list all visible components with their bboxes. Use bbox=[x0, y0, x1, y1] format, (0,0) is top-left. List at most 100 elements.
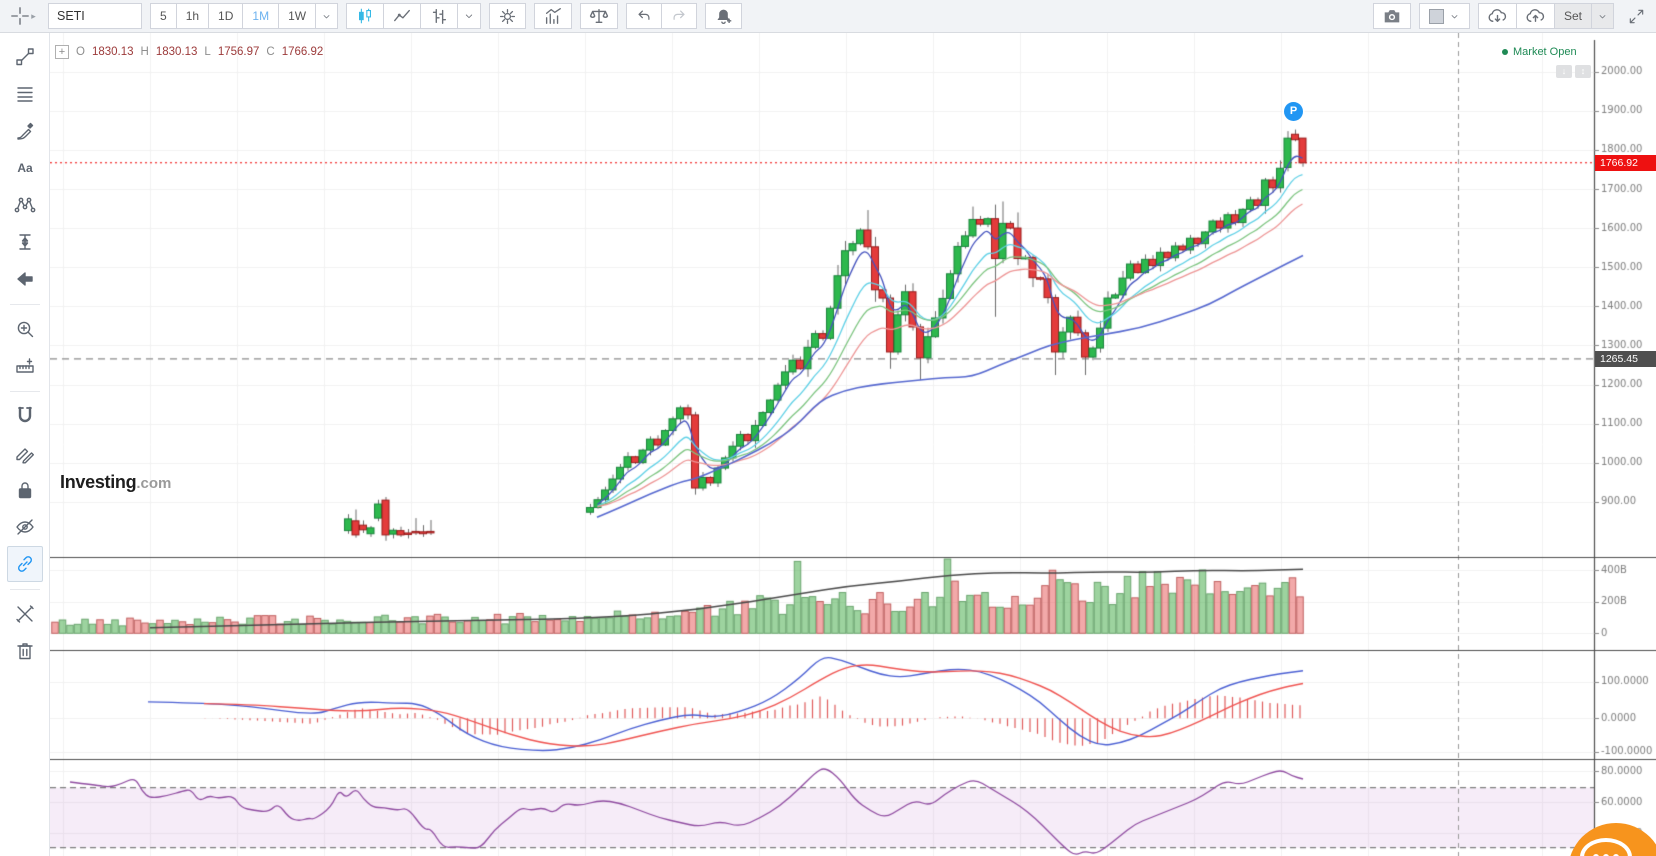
magnet-icon bbox=[17, 406, 32, 423]
trash-icon bbox=[16, 643, 33, 660]
redo-button[interactable] bbox=[662, 3, 698, 29]
timeframe-1M[interactable]: 1M bbox=[243, 3, 280, 29]
timeframe-1D[interactable]: 1D bbox=[209, 3, 244, 29]
gear-icon bbox=[500, 8, 516, 24]
hide-icon bbox=[15, 519, 34, 535]
market-status-label: Market Open bbox=[1513, 46, 1577, 58]
tool-brush-button[interactable] bbox=[7, 113, 43, 149]
measure-icon bbox=[15, 358, 34, 373]
drawings-stack-icon bbox=[15, 448, 34, 464]
legend-expand-icon[interactable]: + bbox=[55, 45, 69, 59]
tool-lock-button[interactable] bbox=[7, 472, 43, 508]
logo-name: Investing bbox=[60, 472, 137, 492]
level-price-label: 1265.45 bbox=[1595, 351, 1656, 367]
trend-line-icon bbox=[15, 48, 34, 66]
legend-o-value: 1830.13 bbox=[91, 46, 134, 58]
indicators-icon bbox=[546, 8, 562, 24]
save-layout-button[interactable] bbox=[1516, 3, 1555, 29]
redo-icon bbox=[673, 10, 685, 20]
chart-type-line-button[interactable] bbox=[384, 3, 422, 29]
theme-swatch-button[interactable] bbox=[1418, 3, 1470, 29]
market-open-dot-icon bbox=[1502, 49, 1508, 55]
crosshair-icon bbox=[11, 7, 30, 25]
tool-arrow-marker-button[interactable] bbox=[7, 261, 43, 297]
chart-type-bars-button[interactable] bbox=[421, 3, 459, 29]
add-alert-button[interactable] bbox=[705, 3, 743, 29]
crosshair-tool-button[interactable]: ▸ bbox=[6, 3, 40, 29]
set-button[interactable]: Set bbox=[1554, 3, 1592, 29]
investing-logo: Investing.com bbox=[60, 472, 171, 493]
color-swatch-icon bbox=[1428, 8, 1444, 24]
price-chart-canvas[interactable] bbox=[50, 33, 1656, 856]
lock-icon bbox=[18, 482, 31, 499]
screenshot-button[interactable] bbox=[1372, 3, 1411, 29]
tool-zoom-in-button[interactable] bbox=[7, 311, 43, 347]
ohlc-bars-icon bbox=[432, 8, 447, 24]
line-chart-icon bbox=[394, 9, 411, 22]
fib-retracement-icon bbox=[16, 87, 33, 102]
tool-measure-button[interactable] bbox=[7, 348, 43, 384]
timeframe-1W[interactable]: 1W bbox=[279, 3, 317, 29]
timeframe-5[interactable]: 5 bbox=[150, 3, 177, 29]
fullscreen-button[interactable] bbox=[1622, 3, 1650, 29]
cloud-upload-icon bbox=[1526, 8, 1545, 22]
brush-icon bbox=[16, 122, 33, 140]
cloud-download-icon bbox=[1488, 8, 1507, 22]
chart-type-candles-button[interactable] bbox=[346, 3, 385, 29]
sidebar-separator bbox=[9, 391, 40, 392]
legend-h-value: 1830.13 bbox=[155, 46, 198, 58]
symbol-value: SETI bbox=[57, 9, 85, 23]
logo-tld: .com bbox=[136, 475, 172, 492]
scales-icon bbox=[589, 8, 609, 24]
tool-trash-button[interactable] bbox=[7, 633, 43, 669]
chevron-down-icon bbox=[323, 14, 330, 18]
compare-button[interactable] bbox=[580, 3, 619, 29]
position-tool-icon bbox=[18, 234, 31, 250]
symbol-input[interactable]: SETI bbox=[48, 3, 142, 29]
timeframe-1h[interactable]: 1h bbox=[176, 3, 210, 29]
tool-fib-retracement-button[interactable] bbox=[7, 76, 43, 112]
auto-scale-button[interactable]: ↕ bbox=[1575, 65, 1591, 78]
chart-area bbox=[50, 33, 1656, 856]
position-marker[interactable]: P bbox=[1284, 102, 1303, 121]
legend-c-label: C bbox=[266, 46, 275, 58]
drawing-tools-sidebar: Aa bbox=[0, 33, 50, 856]
legend-c-value: 1766.92 bbox=[281, 46, 324, 58]
chevron-down-icon bbox=[1451, 14, 1458, 18]
svg-text:Aa: Aa bbox=[17, 161, 33, 175]
tool-drawings-stack-button[interactable] bbox=[7, 435, 43, 471]
tool-tools-button[interactable] bbox=[7, 596, 43, 632]
sidebar-separator bbox=[9, 589, 40, 590]
tool-position-tool-button[interactable] bbox=[7, 224, 43, 260]
last-price-label: 1766.92 bbox=[1595, 155, 1656, 171]
link-icon bbox=[17, 556, 32, 572]
camera-icon bbox=[1384, 10, 1400, 23]
set-dropdown[interactable] bbox=[1592, 3, 1614, 29]
chevron-down-icon bbox=[465, 14, 473, 19]
xabcd-pattern-icon bbox=[14, 197, 35, 213]
text-icon: Aa bbox=[17, 161, 33, 175]
tool-text-button[interactable]: Aa bbox=[7, 150, 43, 186]
chart-type-dropdown[interactable] bbox=[458, 3, 482, 29]
chevron-right-icon[interactable]: ▸ bbox=[31, 10, 36, 21]
chat-bubble-icon bbox=[1580, 838, 1632, 856]
tool-hide-button[interactable] bbox=[7, 509, 43, 545]
legend-l-label: L bbox=[204, 46, 211, 58]
bell-plus-icon bbox=[717, 9, 732, 24]
settings-button[interactable] bbox=[489, 3, 527, 29]
timeframe-dropdown[interactable] bbox=[316, 3, 339, 29]
zoom-in-icon bbox=[17, 321, 33, 338]
load-layout-button[interactable] bbox=[1477, 3, 1517, 29]
candlestick-icon bbox=[359, 8, 372, 24]
scroll-down-button[interactable]: ↓ bbox=[1556, 65, 1572, 78]
tool-link-button[interactable] bbox=[6, 546, 43, 582]
undo-button[interactable] bbox=[626, 3, 663, 29]
tools-icon bbox=[15, 605, 34, 623]
tool-xabcd-pattern-button[interactable] bbox=[7, 187, 43, 223]
ohlc-legend: + O 1830.13 H 1830.13 L 1756.97 C 1766.92 bbox=[55, 45, 323, 59]
sidebar-separator bbox=[9, 304, 40, 305]
tool-magnet-button[interactable] bbox=[7, 398, 43, 434]
indicators-button[interactable] bbox=[534, 3, 573, 29]
top-toolbar: ▸ SETI 5 1h 1D 1M 1W bbox=[0, 0, 1656, 33]
tool-trend-line-button[interactable] bbox=[7, 39, 43, 75]
